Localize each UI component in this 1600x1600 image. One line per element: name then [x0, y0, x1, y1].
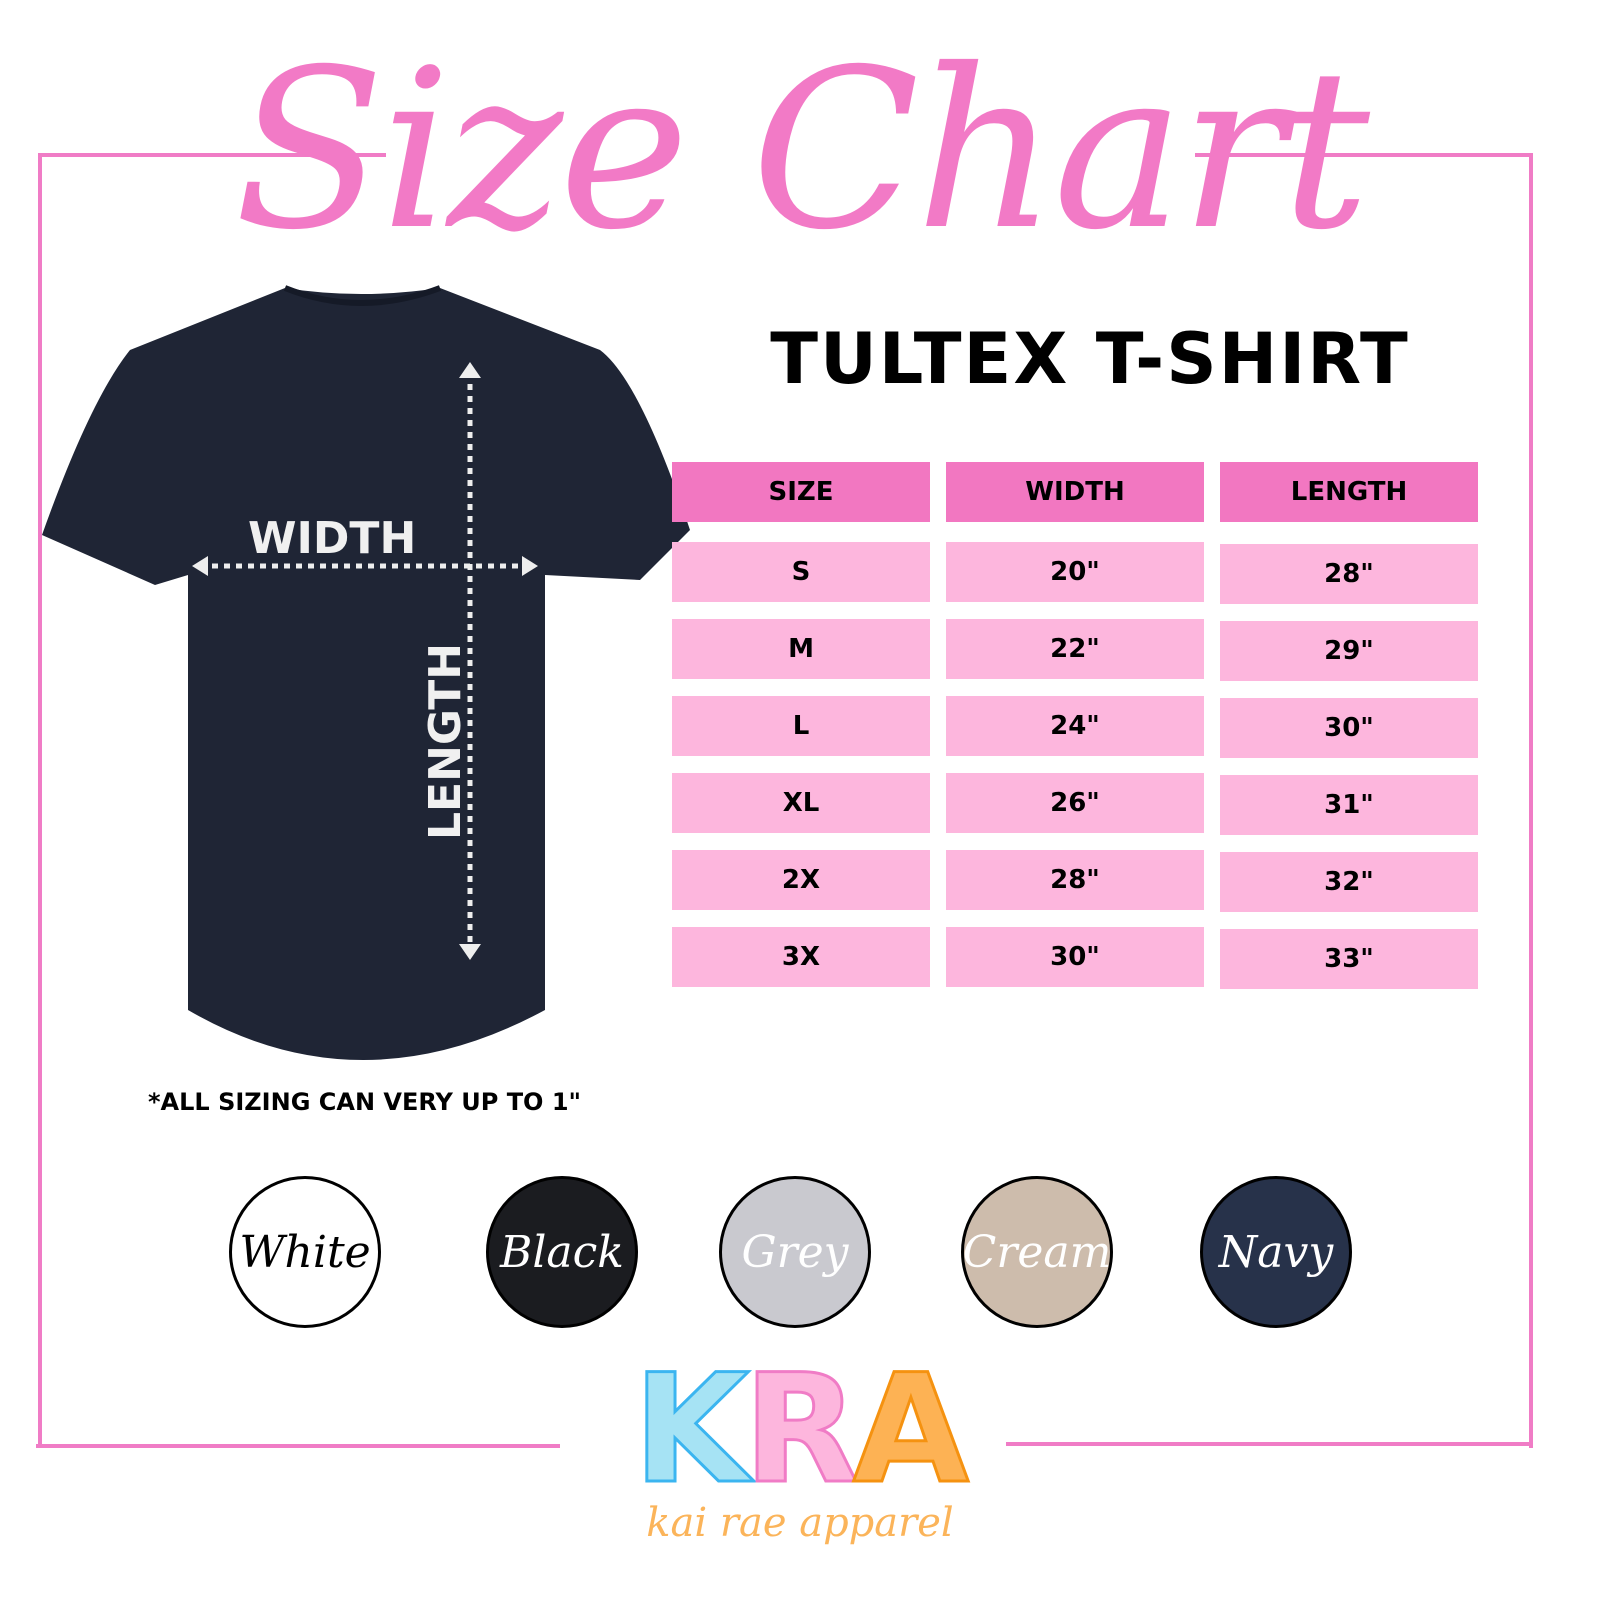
- logo-letter-a: A: [851, 1343, 970, 1517]
- header-size: SIZE: [672, 462, 930, 522]
- table-cell-width: 30": [946, 927, 1204, 987]
- header-width: WIDTH: [946, 462, 1204, 522]
- swatch-label: Cream: [962, 1226, 1112, 1278]
- swatch-label: Grey: [741, 1226, 849, 1278]
- header-length: LENGTH: [1220, 462, 1478, 522]
- frame-top-right: [1195, 153, 1533, 157]
- table-cell-length: 29": [1220, 621, 1478, 681]
- swatch-white: White: [229, 1176, 381, 1328]
- table-cell-width: 24": [946, 696, 1204, 756]
- table-cell-width: 28": [946, 850, 1204, 910]
- table-cell-width: 26": [946, 773, 1204, 833]
- table-cell-size: M: [672, 619, 930, 679]
- frame-bottom-left: [36, 1444, 560, 1448]
- frame-right: [1529, 153, 1533, 1448]
- page-title: Size Chart: [234, 22, 1370, 278]
- table-cell-size: 3X: [672, 927, 930, 987]
- table-cell-size: 2X: [672, 850, 930, 910]
- brand-logo: KRA: [628, 1354, 971, 1507]
- brand-tagline: kai rae apparel: [646, 1500, 954, 1546]
- width-label: WIDTH: [248, 513, 416, 564]
- table-cell-length: 33": [1220, 929, 1478, 989]
- table-cell-size: L: [672, 696, 930, 756]
- swatch-cream: Cream: [961, 1176, 1113, 1328]
- frame-top-left: [38, 153, 386, 157]
- swatch-navy: Navy: [1200, 1176, 1352, 1328]
- table-cell-size: S: [672, 542, 930, 602]
- logo-letter-r: R: [742, 1343, 860, 1517]
- table-cell-length: 31": [1220, 775, 1478, 835]
- tshirt-shape: [42, 288, 690, 1060]
- table-cell-size: XL: [672, 773, 930, 833]
- collar: [283, 285, 442, 306]
- length-label: LENGTH: [420, 643, 471, 840]
- table-cell-width: 20": [946, 542, 1204, 602]
- table-cell-length: 32": [1220, 852, 1478, 912]
- sizing-note: *ALL SIZING CAN VERY UP TO 1": [148, 1088, 582, 1116]
- frame-bottom-right: [1006, 1442, 1533, 1446]
- table-cell-width: 22": [946, 619, 1204, 679]
- logo-letter-k: K: [632, 1343, 751, 1517]
- swatch-label: Black: [500, 1226, 624, 1278]
- table-cell-length: 28": [1220, 544, 1478, 604]
- swatch-label: Navy: [1218, 1226, 1334, 1278]
- frame-left: [38, 153, 42, 1448]
- swatch-black: Black: [486, 1176, 638, 1328]
- swatch-label: White: [239, 1226, 371, 1278]
- table-cell-length: 30": [1220, 698, 1478, 758]
- tshirt-illustration: WIDTH LENGTH: [42, 285, 690, 1060]
- swatch-grey: Grey: [719, 1176, 871, 1328]
- product-title: TULTEX T-SHIRT: [770, 318, 1410, 400]
